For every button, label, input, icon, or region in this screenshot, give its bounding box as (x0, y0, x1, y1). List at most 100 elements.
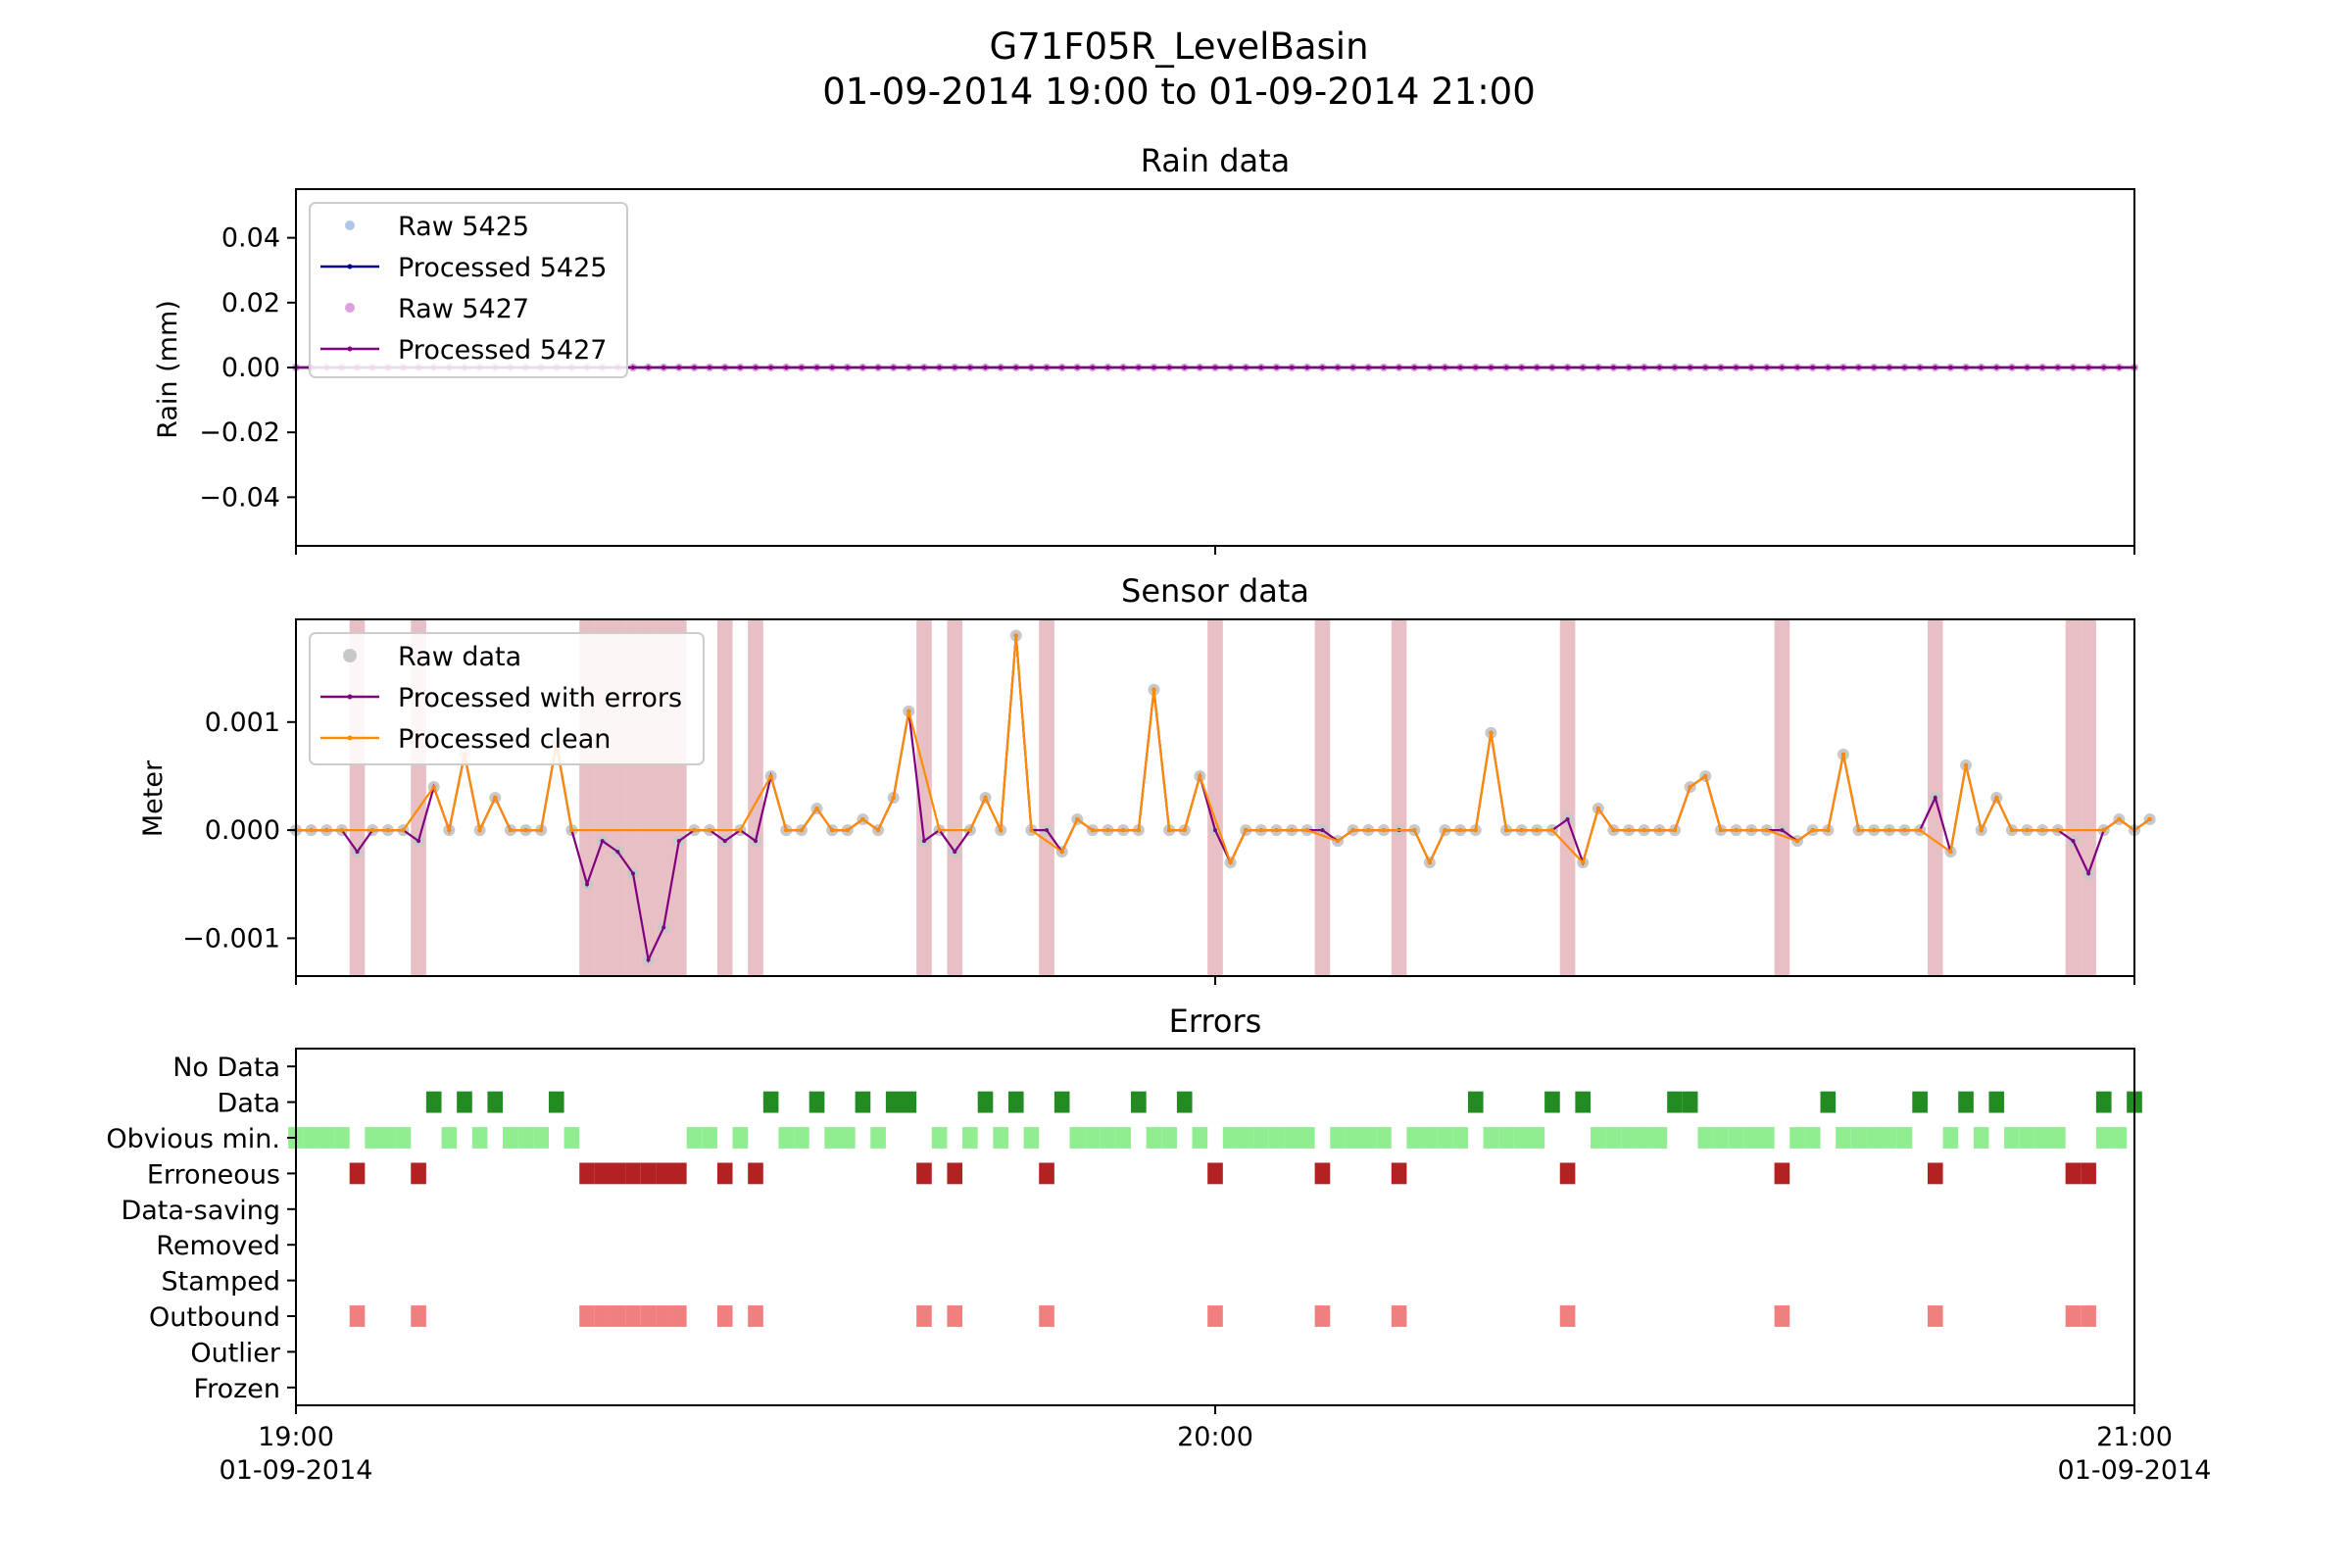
rain-point-processed-5427 (1381, 365, 1387, 370)
errors-flag-erroneous (656, 1162, 672, 1185)
sensor-point-processed-with-errors (1780, 828, 1785, 833)
errors-flag-obvious-min (1850, 1127, 1867, 1149)
sensor-point-processed-clean (2117, 817, 2122, 822)
sensor-point-processed-clean (1336, 839, 1341, 844)
errors-flag-obvious-min (1973, 1127, 1989, 1149)
rain-point-processed-5427 (1979, 365, 1984, 370)
rain-point-processed-5427 (1872, 365, 1877, 370)
sensor-point-processed-clean (784, 828, 789, 833)
errors-flag-obvious-min (379, 1127, 396, 1149)
errors-flag-obvious-min (824, 1127, 840, 1149)
sensor-point-processed-clean (523, 828, 528, 833)
rain-point-processed-5427 (1244, 365, 1249, 370)
rain-point-processed-5427 (953, 365, 957, 370)
sensor-point-processed-with-errors (676, 839, 681, 844)
errors-flag-outbound (579, 1305, 595, 1327)
errors-flag-erroneous (748, 1162, 763, 1185)
errors-flag-obvious-min (1437, 1127, 1453, 1149)
sensor-point-processed-clean (1519, 828, 1524, 833)
errors-flag-obvious-min (2004, 1127, 2020, 1149)
rain-point-processed-5427 (1274, 365, 1279, 370)
rain-point-processed-5427 (2071, 365, 2076, 370)
rain-point-processed-5427 (1595, 365, 1601, 370)
sensor-point-processed-clean (1886, 828, 1891, 833)
errors-flag-data (977, 1091, 994, 1113)
sensor-point-processed-clean (2101, 828, 2106, 833)
errors-flag-obvious-min (1406, 1127, 1423, 1149)
errors-flag-obvious-min (962, 1127, 978, 1149)
rain-point-processed-5427 (875, 365, 881, 370)
sensor-xticks (295, 976, 2135, 985)
errors-flag-obvious-min (1422, 1127, 1438, 1149)
errors-flag-obvious-min (2095, 1127, 2112, 1149)
errors-flag-obvious-min (2019, 1127, 2035, 1149)
errors-flag-data (1667, 1091, 1683, 1113)
errors-flag-data (1007, 1091, 1024, 1113)
errors-flag-outbound (1391, 1305, 1407, 1327)
errors-flag-obvious-min (2034, 1127, 2051, 1149)
sensor-point-processed-clean (1244, 828, 1249, 833)
sensor-point-processed-clean (906, 709, 911, 713)
errors-flag-data (1682, 1091, 1698, 1113)
errors-flag-obvious-min (441, 1127, 458, 1149)
rain-point-processed-5427 (1136, 365, 1142, 370)
errors-flag-obvious-min (1222, 1127, 1239, 1149)
sensor-point-processed-with-errors (1565, 817, 1570, 822)
sensor-point-processed-with-errors (615, 850, 620, 855)
sensor-error-span (916, 619, 932, 976)
rain-point-processed-5427 (1059, 365, 1064, 370)
rain-panel: Rain data Rain (mm) 0.04 0.02 0.00 −0.02 −0.… (153, 142, 2138, 555)
sensor-point-processed-clean (1535, 828, 1540, 833)
sensor-legend-marker-errors (347, 694, 353, 700)
errors-flag-obvious-min (1115, 1127, 1132, 1149)
errors-flag-obvious-min (1483, 1127, 1499, 1149)
errors-flag-outbound (716, 1305, 733, 1327)
rain-point-processed-5427 (1581, 365, 1586, 370)
sensor-point-processed-clean (1688, 784, 1692, 789)
rain-point-processed-5427 (630, 365, 636, 370)
sensor-point-processed-clean (891, 796, 896, 800)
rain-point-processed-5427 (2117, 365, 2122, 370)
rain-point-processed-5427 (1856, 365, 1861, 370)
sensor-point-processed-clean (1994, 796, 1999, 800)
rain-panel-title: Rain data (1141, 142, 1291, 179)
sensor-error-span (2081, 619, 2096, 976)
errors-flag-obvious-min (471, 1127, 488, 1149)
sensor-point-processed-clean (1918, 828, 1923, 833)
rain-point-processed-5427 (2055, 365, 2061, 370)
sensor-point-processed-clean (2009, 828, 2014, 833)
sensor-plot-frame (295, 618, 2135, 977)
errors-flag-obvious-min (1836, 1127, 1851, 1149)
rain-point-processed-5427 (1121, 365, 1126, 370)
rain-point-processed-5427 (1734, 365, 1739, 370)
sensor-point-processed-clean (324, 828, 329, 833)
sensor-point-processed-clean (2147, 817, 2152, 822)
errors-flag-obvious-min (334, 1127, 350, 1149)
rain-point-processed-5427 (1549, 365, 1555, 370)
sensor-point-processed-with-errors (722, 839, 727, 844)
sensor-point-processed-clean (2055, 828, 2060, 833)
sensor-point-processed-clean (1366, 828, 1371, 833)
sensor-point-processed-clean (1152, 687, 1156, 692)
sensor-panel: Sensor data Meter 0.001 0.000 −0.001 Raw d… (138, 572, 2156, 985)
errors-flag-outbound (594, 1305, 611, 1327)
sensor-legend: Raw data Processed with errors Processed… (309, 632, 705, 765)
sensor-point-processed-clean (1611, 828, 1616, 833)
sensor-point-processed-clean (569, 828, 574, 833)
sensor-point-processed-clean (1902, 828, 1907, 833)
rain-point-processed-5427 (1412, 365, 1417, 370)
sensor-point-processed-clean (1458, 828, 1463, 833)
sensor-legend-marker-clean (347, 735, 353, 741)
errors-flag-obvious-min (2111, 1127, 2128, 1149)
errors-flag-obvious-min (1146, 1127, 1162, 1149)
rain-point-processed-5427 (1672, 365, 1678, 370)
errors-plot-frame (295, 1048, 2135, 1406)
sensor-point-processed-clean (1381, 828, 1386, 833)
errors-flag-obvious-min (318, 1127, 335, 1149)
errors-flag-outbound (610, 1305, 626, 1327)
errors-flag-erroneous (1927, 1162, 1943, 1185)
rain-point-processed-5427 (1090, 365, 1096, 370)
sensor-point-processed-with-errors (600, 839, 605, 844)
errors-flag-obvious-min (564, 1127, 580, 1149)
sensor-point-processed-clean (2040, 828, 2045, 833)
